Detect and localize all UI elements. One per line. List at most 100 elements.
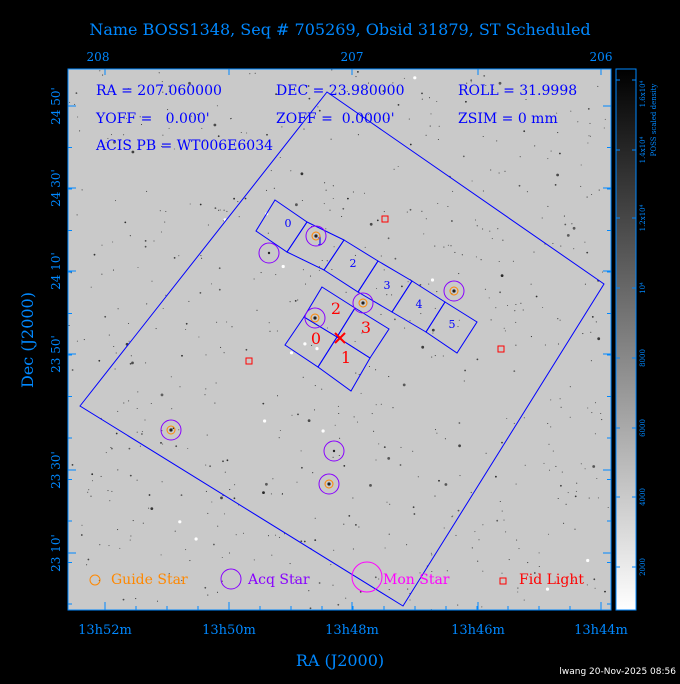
background-star: [346, 90, 348, 92]
acis-i-chip-label: 3: [361, 318, 371, 337]
background-star: [378, 443, 380, 445]
background-star: [216, 591, 219, 593]
background-star: [530, 283, 532, 285]
background-star: [569, 416, 571, 418]
background-star: [204, 140, 206, 142]
background-star: [555, 465, 557, 467]
background-star: [290, 170, 292, 172]
background-star: [127, 322, 130, 325]
background-star: [367, 82, 370, 84]
background-star: [304, 283, 307, 285]
background-star: [221, 556, 223, 559]
background-star: [178, 255, 180, 257]
background-star: [171, 408, 173, 410]
background-star: [112, 269, 115, 271]
background-star: [420, 313, 422, 315]
background-star: [380, 313, 382, 315]
bottom-tick-label: 13h44m: [574, 623, 628, 638]
background-star: [601, 271, 604, 273]
background-star: [484, 288, 486, 290]
background-star: [476, 225, 478, 227]
background-star: [559, 152, 561, 155]
background-star: [514, 310, 516, 312]
background-star: [567, 492, 569, 494]
background-star: [417, 476, 419, 478]
background-star: [436, 100, 438, 103]
background-star: [235, 534, 237, 536]
background-star: [388, 376, 390, 378]
background-star: [313, 409, 316, 411]
background-star: [141, 431, 143, 433]
background-star: [204, 586, 207, 589]
background-star: [127, 87, 129, 90]
background-star: [538, 552, 540, 554]
background-star: [218, 288, 221, 291]
background-star: [557, 343, 560, 345]
background-star: [565, 503, 567, 505]
background-star: [279, 156, 281, 159]
background-star: [136, 407, 138, 410]
guide-star-legend-icon: [89, 574, 101, 586]
background-star: [117, 469, 119, 471]
background-star: [167, 109, 169, 111]
background-star: [87, 491, 89, 493]
background-star: [444, 483, 448, 486]
background-star: [189, 560, 191, 562]
background-star: [394, 318, 396, 321]
background-star: [83, 339, 85, 341]
background-star: [520, 302, 522, 304]
background-star: [165, 294, 167, 296]
background-star: [273, 187, 275, 189]
background-star: [560, 245, 562, 247]
acq-stars: [160, 225, 465, 495]
background-star: [303, 128, 305, 130]
info-zsim: ZSIM = 0 mm: [458, 111, 558, 127]
x-axis-label: RA (J2000): [296, 651, 384, 670]
background-star: [392, 82, 394, 84]
acis-s-chip-label: 2: [350, 257, 357, 270]
background-star: [268, 322, 270, 324]
background-star: [401, 285, 403, 288]
background-star: [81, 189, 83, 191]
background-star: [295, 203, 298, 207]
background-star: [458, 319, 460, 321]
background-star: [434, 245, 436, 247]
background-star: [383, 446, 386, 448]
background-star: [560, 484, 562, 487]
background-star: [112, 140, 116, 144]
background-star: [497, 228, 499, 230]
background-star: [325, 189, 327, 191]
background-star: [345, 597, 347, 599]
background-star: [358, 526, 360, 528]
background-star: [547, 205, 549, 207]
background-star: [123, 402, 125, 404]
background-star: [374, 576, 377, 579]
background-star: [580, 185, 582, 187]
background-star: [342, 207, 345, 210]
background-star: [111, 447, 113, 450]
background-star: [504, 330, 506, 332]
mon-star-legend-icon: [351, 561, 383, 593]
background-star: [364, 246, 366, 248]
background-star: [91, 473, 94, 476]
background-star: [375, 404, 377, 406]
background-star: [360, 392, 362, 394]
background-star: [587, 142, 589, 144]
background-star: [199, 292, 202, 294]
background-star: [488, 297, 490, 299]
background-star: [214, 402, 216, 404]
background-star: [124, 221, 127, 224]
background-star: [323, 203, 325, 205]
background-star: [221, 580, 223, 582]
background-star: [548, 469, 551, 471]
background-star: [406, 544, 408, 546]
background-star: [589, 122, 591, 124]
background-star: [397, 165, 399, 168]
background-star: [168, 572, 170, 575]
background-star: [423, 233, 425, 235]
background-star: [502, 239, 504, 241]
background-star: [450, 245, 452, 247]
background-star: [178, 429, 180, 431]
background-star: [289, 351, 294, 355]
background-star: [74, 103, 76, 105]
